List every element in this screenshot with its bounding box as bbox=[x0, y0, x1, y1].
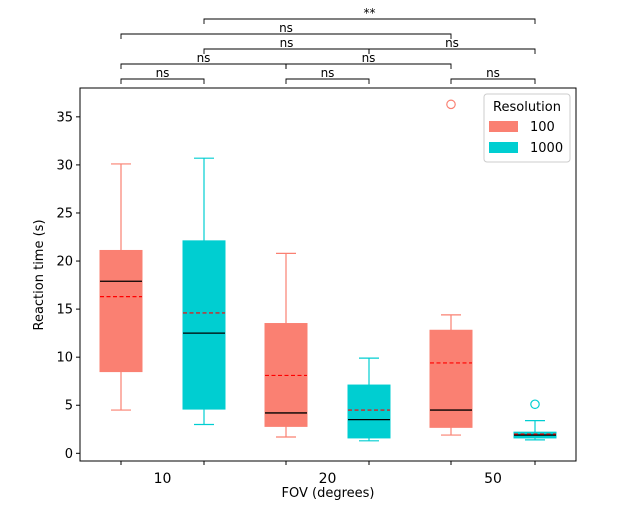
legend-title: Resolution bbox=[493, 100, 561, 115]
significance-bracket: ns bbox=[285, 66, 370, 84]
outlier-point bbox=[530, 399, 540, 410]
box-20-1000 bbox=[347, 357, 391, 442]
box-10-1000 bbox=[182, 157, 226, 426]
legend-label-1000: 1000 bbox=[530, 141, 563, 156]
significance-label: ns bbox=[280, 36, 294, 50]
box-body bbox=[182, 240, 226, 410]
significance-label: ns bbox=[486, 66, 500, 80]
plot-area: 0 5 10 15 20 25 30 35 10 20 50 bbox=[56, 87, 577, 487]
x-tick-label: 20 bbox=[319, 471, 337, 487]
bracket-line bbox=[120, 33, 452, 39]
box-50-100 bbox=[429, 99, 473, 436]
significance-label: ns bbox=[197, 51, 211, 65]
significance-bracket: ** bbox=[203, 6, 536, 24]
y-axis-label: Reaction time (s) bbox=[32, 219, 47, 330]
y-tick-label: 10 bbox=[56, 351, 73, 366]
bracket-line bbox=[285, 63, 452, 69]
bracket-line bbox=[203, 18, 536, 24]
significance-label: ns bbox=[156, 66, 170, 80]
y-tick-label: 35 bbox=[56, 110, 73, 125]
significance-label: ns bbox=[445, 36, 459, 50]
significance-bracket: ns bbox=[368, 36, 536, 54]
x-tick-label: 50 bbox=[484, 471, 502, 487]
significance-bracket: ns bbox=[285, 51, 452, 69]
bracket-line bbox=[285, 78, 370, 84]
y-tick-label: 25 bbox=[56, 206, 73, 221]
significance-bracket: ns bbox=[120, 21, 452, 39]
y-tick-label: 30 bbox=[56, 158, 73, 173]
significance-bracket: ns bbox=[120, 66, 205, 84]
significance-bracket: ns bbox=[450, 66, 536, 84]
box-body bbox=[347, 384, 391, 439]
x-axis-label: FOV (degrees) bbox=[282, 486, 375, 501]
significance-bracket: ns bbox=[120, 51, 287, 69]
x-tick-label: 10 bbox=[154, 471, 172, 487]
significance-bracket: ns bbox=[203, 36, 370, 54]
box-20-100 bbox=[264, 252, 308, 438]
legend-swatch-100 bbox=[489, 121, 518, 132]
x-axis: 10 20 50 bbox=[120, 461, 536, 487]
box-50-1000 bbox=[513, 399, 557, 441]
y-axis: 0 5 10 15 20 25 30 35 bbox=[56, 110, 80, 462]
plot-frame bbox=[79, 87, 577, 462]
box-body bbox=[99, 249, 143, 373]
y-tick-label: 5 bbox=[65, 399, 73, 414]
legend: Resolution 100 1000 bbox=[483, 93, 571, 163]
box-10-100 bbox=[99, 163, 143, 411]
bracket-line bbox=[450, 78, 536, 84]
significance-label: ns bbox=[321, 66, 335, 80]
legend-label-100: 100 bbox=[530, 120, 555, 135]
box-body bbox=[429, 329, 473, 428]
y-tick-label: 20 bbox=[56, 255, 73, 270]
significance-label: ns bbox=[362, 51, 376, 65]
boxes bbox=[99, 99, 557, 442]
y-tick-label: 15 bbox=[56, 303, 73, 318]
bracket-line bbox=[368, 48, 536, 54]
bracket-line bbox=[120, 78, 205, 84]
significance-label: ** bbox=[364, 6, 376, 20]
significance-label: ns bbox=[279, 21, 293, 35]
legend-swatch-1000 bbox=[489, 142, 518, 153]
outlier-point bbox=[446, 99, 456, 110]
y-tick-label: 0 bbox=[65, 447, 73, 462]
